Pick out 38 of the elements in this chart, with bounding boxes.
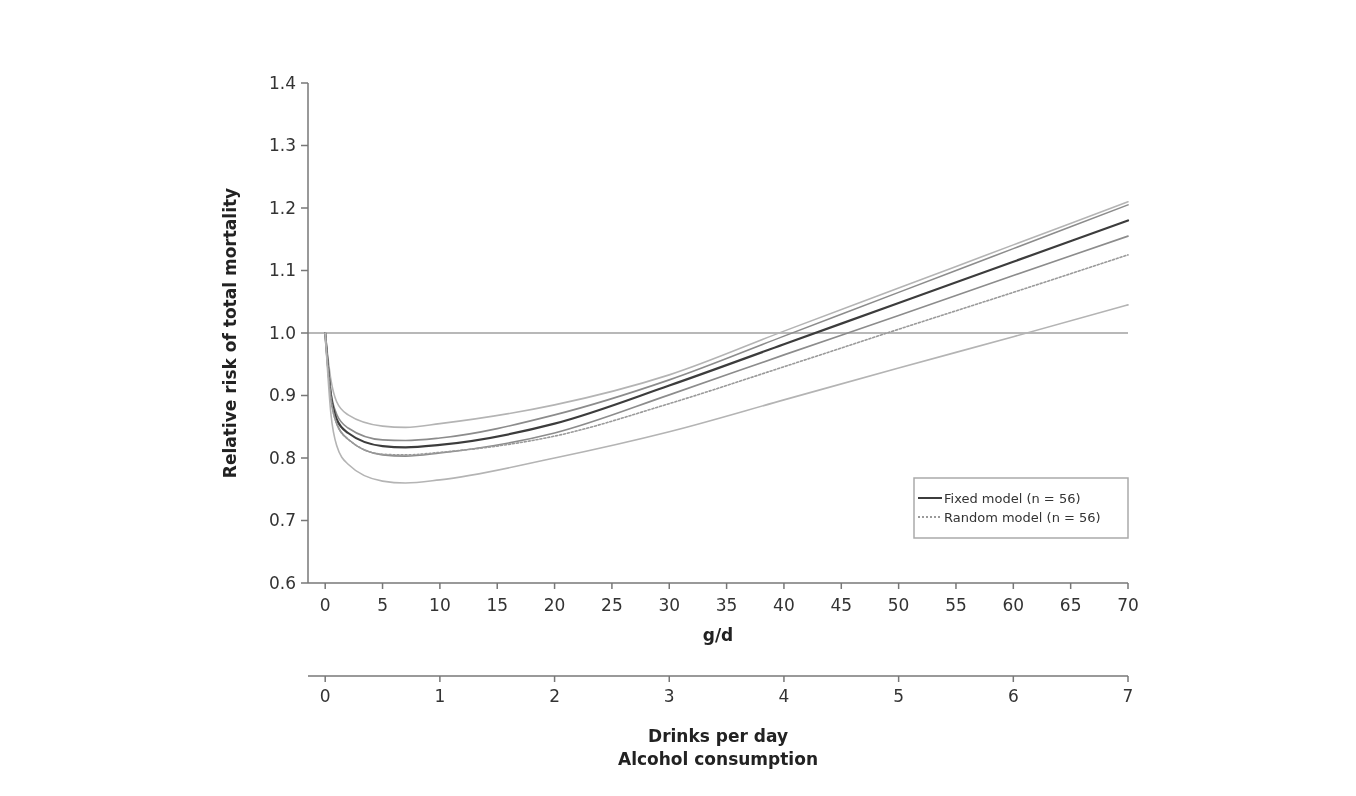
x2-tick-label: 3 xyxy=(663,686,675,706)
x-tick-label: 35 xyxy=(715,595,738,615)
x2-tick-label: 1 xyxy=(434,686,446,706)
x2-axis-title: Drinks per day xyxy=(648,726,788,746)
x2-tick-label: 2 xyxy=(549,686,560,706)
x-tick-label: 55 xyxy=(945,595,967,615)
x-tick-label: 45 xyxy=(830,595,853,615)
x-tick-label: 25 xyxy=(601,595,623,615)
text: Alcohol consumption xyxy=(618,749,818,769)
x2-tick-label: 4 xyxy=(778,686,790,706)
x-tick-label: 15 xyxy=(486,595,509,615)
y-tick-label: 0.9 xyxy=(268,385,296,406)
x-tick-label: 65 xyxy=(1059,595,1082,615)
x-tick-label: 50 xyxy=(887,595,910,615)
x-axis-title: g/d xyxy=(702,625,734,645)
y-tick-label: 1.2 xyxy=(268,197,296,218)
x2-tick-label: 0 xyxy=(319,686,331,706)
x-tick-label: 5 xyxy=(377,595,388,615)
y-tick-label: 0.8 xyxy=(268,447,296,468)
x-tick-label: 60 xyxy=(1002,595,1025,615)
x-tick-label: 10 xyxy=(429,595,451,615)
x-tick-label: 40 xyxy=(773,595,795,615)
x2-tick-label: 6 xyxy=(1007,686,1019,706)
y-tick-label: 1.4 xyxy=(268,72,296,93)
y-tick-label: 1.1 xyxy=(268,260,296,281)
x-tick-label: 0 xyxy=(319,595,331,615)
legend-label: Random model (n = 56) xyxy=(944,509,1101,525)
y-tick-label: 1.0 xyxy=(268,322,296,343)
x2-tick-label: 7 xyxy=(1122,686,1134,706)
legend-label: Fixed model (n = 56) xyxy=(944,490,1081,506)
x-tick-label: 70 xyxy=(1117,595,1139,615)
y-tick-label: 0.6 xyxy=(268,572,296,593)
x-tick-label: 30 xyxy=(658,595,681,615)
y-tick-label: 1.3 xyxy=(268,135,296,156)
x2-tick-label: 5 xyxy=(893,686,905,706)
y-axis-title: Relative risk of total mortality xyxy=(220,187,240,479)
y-tick-label: 0.7 xyxy=(268,510,296,531)
x-tick-label: 20 xyxy=(543,595,566,615)
